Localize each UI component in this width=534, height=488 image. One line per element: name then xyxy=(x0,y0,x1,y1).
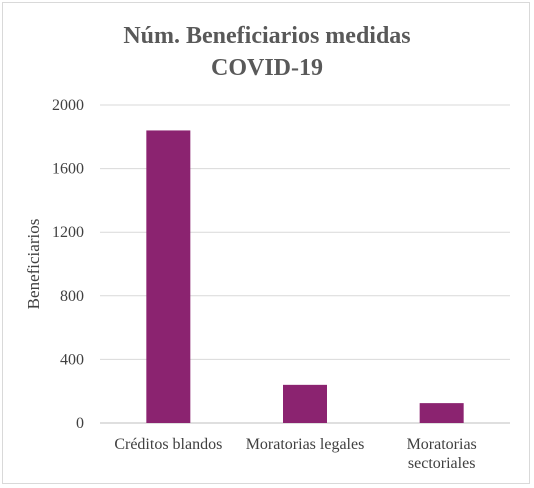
y-axis-title: Beneficiarios xyxy=(24,219,43,310)
y-tick-label: 400 xyxy=(60,351,84,368)
bar xyxy=(146,130,191,423)
y-tick-label: 2000 xyxy=(52,97,84,114)
chart-title-line-2: COVID-19 xyxy=(211,55,323,81)
chart-title: Núm. Beneficiarios medidas COVID-19 xyxy=(0,20,534,84)
x-category-label: sectoriales xyxy=(408,455,476,472)
x-category-label: Moratorias xyxy=(407,436,477,453)
y-tick-label: 1200 xyxy=(52,224,84,241)
chart-title-line-1: Núm. Beneficiarios medidas xyxy=(123,23,411,49)
y-tick-label: 0 xyxy=(76,415,84,432)
y-tick-label: 800 xyxy=(60,288,84,305)
bar xyxy=(419,403,464,423)
bar xyxy=(283,384,327,423)
y-tick-label: 1600 xyxy=(52,161,84,178)
x-category-label: Créditos blandos xyxy=(114,436,222,453)
x-category-label: Moratorias legales xyxy=(246,436,365,453)
